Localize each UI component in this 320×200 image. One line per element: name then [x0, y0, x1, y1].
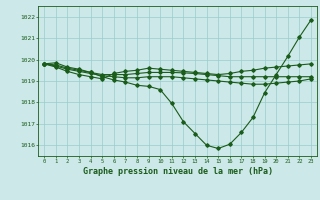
X-axis label: Graphe pression niveau de la mer (hPa): Graphe pression niveau de la mer (hPa) — [83, 167, 273, 176]
